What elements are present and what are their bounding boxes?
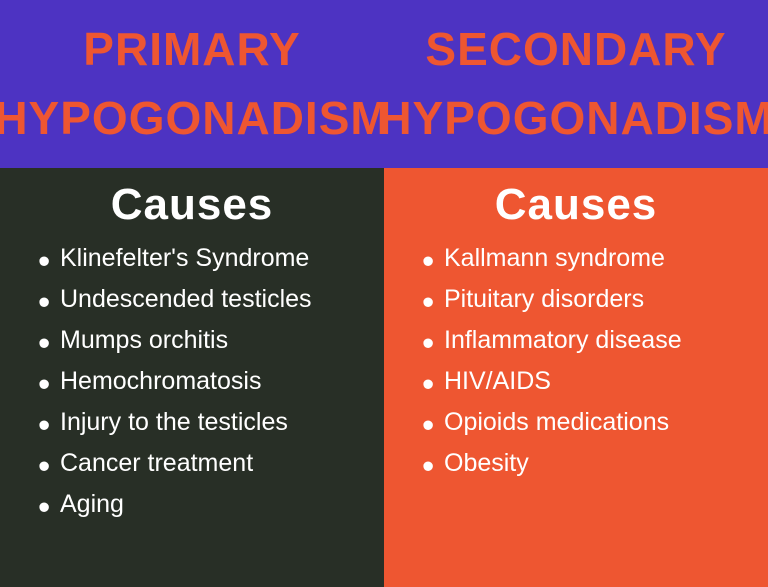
subheader-left: Causes [20,180,364,230]
list-item: HIV/AIDS [422,367,748,396]
list-item: Kallmann syndrome [422,244,748,273]
title-secondary: SECONDARY HYPOGONADISM [378,15,768,153]
list-item: Undescended testicles [38,285,364,314]
body-row: Causes Klinefelter's Syndrome Undescended… [0,168,768,587]
list-item: Obesity [422,449,748,478]
subheader-right: Causes [404,180,748,230]
list-item: Inflammatory disease [422,326,748,355]
body-right: Causes Kallmann syndrome Pituitary disord… [384,168,768,587]
list-item: Opioids medications [422,408,748,437]
header-right: SECONDARY HYPOGONADISM [384,0,768,168]
infographic-container: PRIMARY HYPOGONADISM SECONDARY HYPOGONAD… [0,0,768,587]
causes-list-left: Klinefelter's Syndrome Undescended testic… [20,244,364,519]
header-left: PRIMARY HYPOGONADISM [0,0,384,168]
header-row: PRIMARY HYPOGONADISM SECONDARY HYPOGONAD… [0,0,768,168]
causes-list-right: Kallmann syndrome Pituitary disorders Infl… [404,244,748,478]
title-primary: PRIMARY HYPOGONADISM [0,15,390,153]
list-item: Pituitary disorders [422,285,748,314]
list-item: Hemochromatosis [38,367,364,396]
list-item: Klinefelter's Syndrome [38,244,364,273]
list-item: Mumps orchitis [38,326,364,355]
list-item: Injury to the testicles [38,408,364,437]
list-item: Aging [38,490,364,519]
body-left: Causes Klinefelter's Syndrome Undescended… [0,168,384,587]
list-item: Cancer treatment [38,449,364,478]
